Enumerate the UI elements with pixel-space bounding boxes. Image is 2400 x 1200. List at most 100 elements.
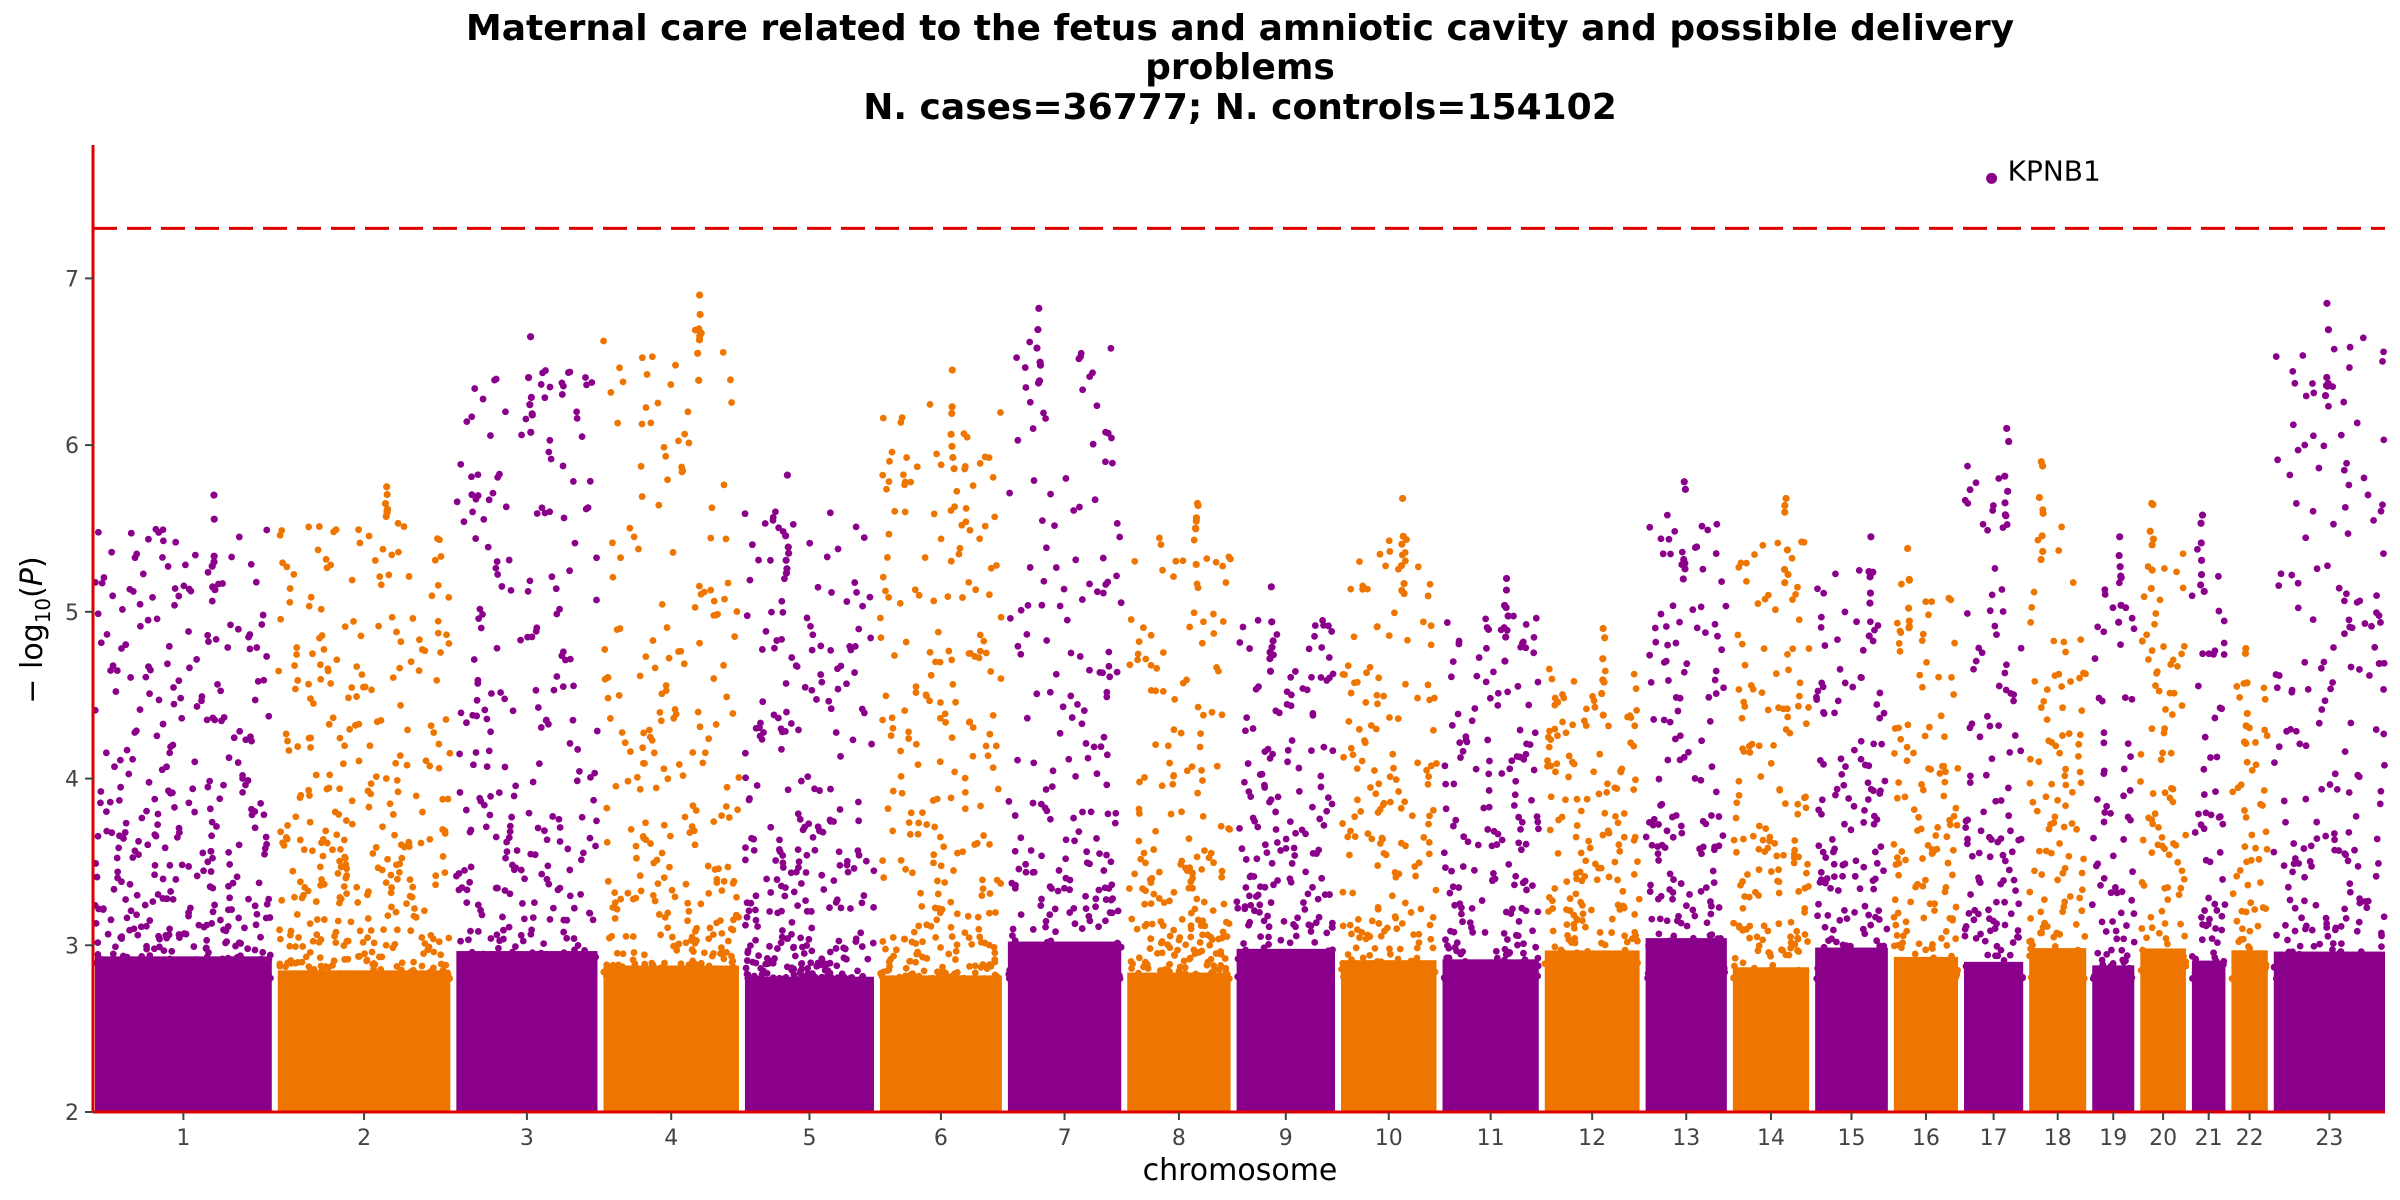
- snp-point: [418, 962, 426, 970]
- snp-point: [710, 597, 718, 605]
- snp-point: [1474, 841, 1482, 849]
- snp-point: [954, 849, 961, 857]
- snp-point: [1306, 967, 1314, 975]
- snp-point: [138, 953, 146, 960]
- snp-point: [1802, 967, 1810, 975]
- snp-point: [1339, 820, 1346, 827]
- snp-point: [2045, 737, 2053, 745]
- snp-point: [826, 904, 833, 912]
- snp-point: [2377, 787, 2385, 795]
- snp-point: [1872, 913, 1879, 921]
- snp-point: [1046, 911, 1054, 919]
- snp-point: [2043, 716, 2051, 724]
- snp-point: [106, 798, 114, 806]
- snp-point: [267, 974, 274, 982]
- snp-peak-point: [383, 483, 391, 491]
- snp-point: [1963, 968, 1971, 976]
- snp-point: [2370, 516, 2377, 524]
- snp-point: [766, 908, 774, 915]
- snp-point: [348, 820, 356, 828]
- snp-point: [912, 689, 920, 697]
- snp-point: [151, 871, 158, 879]
- snp-point: [213, 823, 220, 830]
- snp-point: [1516, 726, 1524, 734]
- snp-point: [345, 694, 352, 702]
- snp-point: [1136, 778, 1143, 786]
- snp-point: [2308, 926, 2316, 934]
- snp-point: [972, 586, 980, 594]
- snp-point: [1374, 904, 1382, 911]
- snp-point: [340, 836, 348, 844]
- snp-point: [139, 570, 147, 578]
- snp-point: [415, 667, 423, 674]
- snp-point: [1414, 563, 1422, 571]
- snp-point: [149, 975, 157, 982]
- snp-point: [953, 910, 961, 918]
- snp-point: [1783, 973, 1791, 981]
- snp-point: [2195, 810, 2202, 818]
- snp-point: [394, 788, 402, 796]
- snp-point: [1277, 936, 1285, 944]
- snp-point: [1620, 903, 1628, 911]
- snp-point: [1952, 935, 1960, 943]
- chromosome-10-points: [1338, 494, 1440, 1112]
- snp-point: [277, 973, 285, 981]
- snp-point: [2177, 884, 2185, 892]
- snp-point: [1691, 775, 1699, 782]
- snp-point: [964, 912, 972, 920]
- snp-point: [1635, 895, 1643, 903]
- snp-point: [1674, 707, 1682, 715]
- snp-point: [1046, 688, 1054, 696]
- snp-point: [1468, 904, 1476, 912]
- snp-point: [1302, 868, 1310, 876]
- snp-point: [1774, 539, 1782, 547]
- snp-point: [1380, 799, 1388, 807]
- snp-point: [1084, 754, 1092, 762]
- snp-point: [729, 963, 737, 971]
- snp-point: [746, 795, 753, 802]
- snp-point: [361, 683, 369, 691]
- snp-point: [1386, 945, 1393, 953]
- snp-point: [374, 864, 382, 872]
- snp-point: [1412, 872, 1420, 880]
- snp-point: [779, 864, 787, 871]
- snp-point: [93, 873, 101, 881]
- snp-point: [115, 975, 122, 982]
- snp-point: [950, 465, 958, 473]
- snp-point: [173, 958, 180, 965]
- snp-point: [432, 881, 439, 889]
- snp-point: [586, 834, 594, 842]
- snp-point: [653, 969, 660, 976]
- snp-point: [427, 972, 434, 980]
- snp-point: [1707, 898, 1714, 905]
- snp-point: [1986, 853, 1994, 861]
- snp-peak-point: [1904, 544, 1912, 553]
- snp-point: [2200, 765, 2208, 773]
- snp-point: [952, 947, 960, 955]
- snp-point: [118, 606, 126, 613]
- snp-point: [1606, 971, 1614, 979]
- snp-point: [393, 776, 401, 784]
- snp-point: [538, 870, 546, 878]
- snp-point: [1263, 849, 1271, 857]
- snp-point: [1067, 692, 1075, 700]
- snp-point: [2301, 873, 2308, 881]
- snp-point: [1053, 972, 1060, 980]
- snp-point: [752, 916, 760, 924]
- snp-point: [701, 749, 709, 757]
- snp-point: [1802, 720, 1810, 728]
- snp-peak-point: [1399, 494, 1407, 503]
- snp-point: [1678, 829, 1686, 837]
- snp-point: [494, 884, 501, 892]
- snp-point: [434, 535, 441, 543]
- snp-point: [1215, 935, 1223, 943]
- snp-point: [832, 899, 840, 906]
- snp-point: [1927, 961, 1935, 969]
- snp-point: [1554, 849, 1562, 857]
- snp-point: [1867, 785, 1875, 793]
- snp-point: [965, 934, 973, 941]
- snp-point: [1359, 585, 1366, 593]
- snp-point: [1056, 602, 1064, 610]
- snp-point: [1366, 933, 1374, 940]
- snp-point: [782, 974, 790, 981]
